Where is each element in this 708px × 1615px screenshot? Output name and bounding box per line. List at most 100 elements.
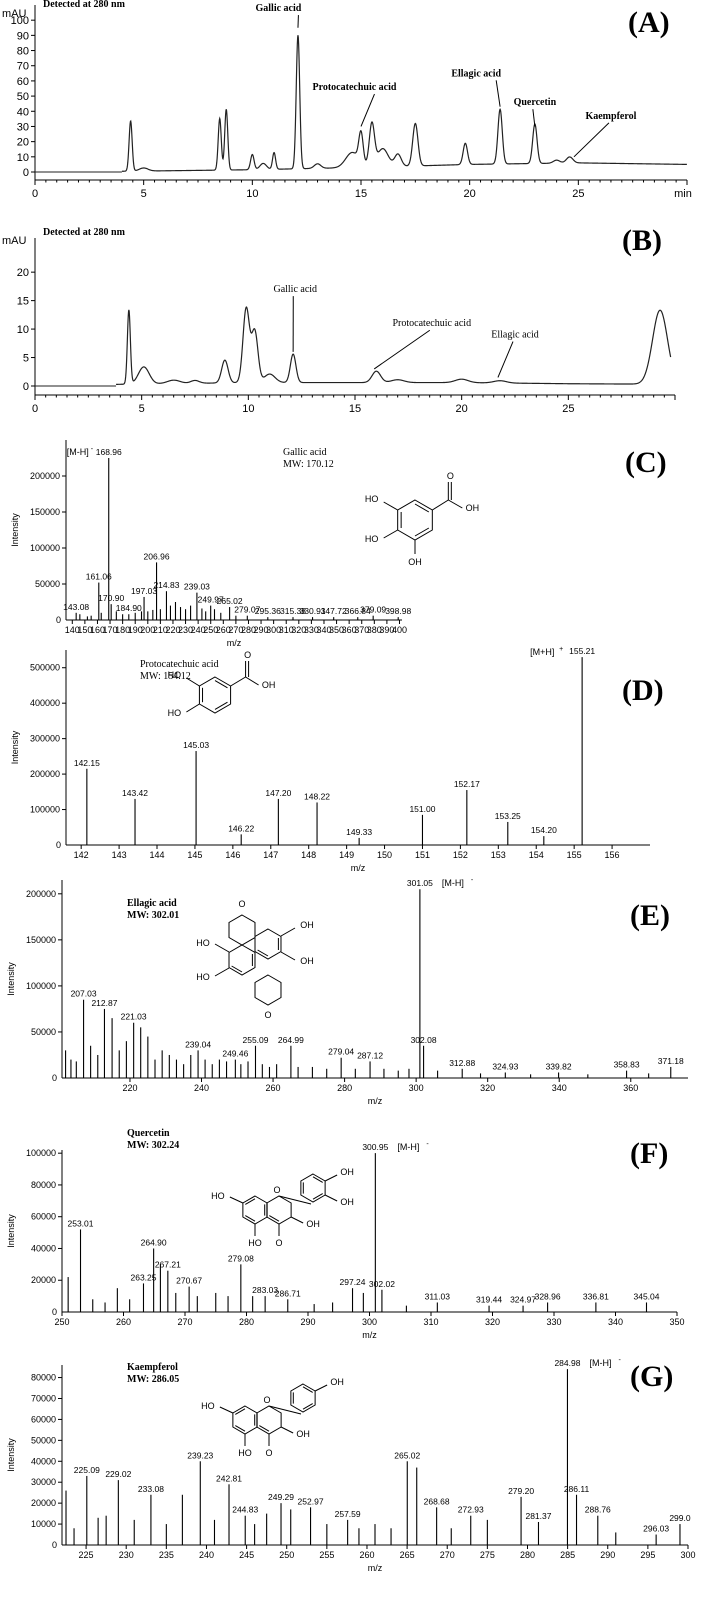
x-tick-label: 390	[379, 625, 394, 635]
atom-label: HO	[168, 670, 182, 680]
x-tick-label: 210	[153, 625, 168, 635]
x-tick-label: 151	[415, 850, 430, 860]
y-tick-label: 50000	[31, 1435, 56, 1445]
x-tick-label: 25	[562, 403, 574, 415]
x-tick-label: 290	[254, 625, 269, 635]
x-tick-label: 320	[485, 1317, 500, 1327]
peak-label: 145.03	[183, 740, 209, 750]
ring-bond	[266, 1195, 292, 1225]
peak-label: 263.25	[130, 1272, 156, 1282]
bond	[383, 501, 398, 511]
x-tick-label: 225	[79, 1550, 94, 1560]
x-label: m/z	[227, 638, 242, 648]
y-tick-label: 100000	[30, 543, 60, 553]
bond	[432, 499, 449, 511]
peak-label: 330.91	[300, 606, 326, 616]
peak-label: 328.96	[535, 1291, 561, 1301]
y-tick-label: 200000	[26, 889, 56, 899]
peak-label: 324.97	[510, 1295, 536, 1305]
x-tick-label: 290	[600, 1550, 615, 1560]
y-tick-label: 150000	[26, 935, 56, 945]
peak-label: 239.23	[187, 1450, 213, 1460]
peak-label: 148.22	[304, 791, 330, 801]
y-tick-label: 60000	[31, 1212, 56, 1222]
y-tick-label: 0	[56, 615, 61, 625]
y-tick-label: 100000	[30, 805, 60, 815]
y-tick-label: 5	[23, 353, 29, 365]
peak-label: 265.02	[394, 1450, 420, 1460]
peak-label: 151.00	[409, 804, 435, 814]
ion-label: [M-H]	[397, 1142, 419, 1152]
y-tick-label: 15	[17, 296, 29, 308]
x-tick-label: 270	[440, 1550, 455, 1560]
y-tick-label: 20000	[31, 1275, 56, 1285]
atom-label: HO	[201, 1401, 215, 1411]
bond	[280, 951, 296, 961]
y-tick-label: 0	[52, 1540, 57, 1550]
peak-label: 255.09	[242, 1035, 268, 1045]
peak-label: 300.95	[362, 1142, 388, 1152]
ring-bond	[254, 974, 282, 1006]
x-tick-label: 360	[342, 625, 357, 635]
double-bond	[231, 965, 243, 973]
y-label: Intensity	[6, 962, 16, 996]
peak-label: 279.07	[234, 605, 260, 615]
compound-name: Gallic acid	[283, 447, 327, 458]
peak-label: 239.03	[184, 582, 210, 592]
atom-label: OH	[340, 1167, 354, 1177]
peak-label: 221.03	[121, 1012, 147, 1022]
peak-label: 249.46	[222, 1049, 248, 1059]
x-tick-label: 280	[241, 625, 256, 635]
peak-label: 268.68	[424, 1496, 450, 1506]
peak-label: 270.67	[176, 1276, 202, 1286]
double-bond	[214, 680, 228, 689]
x-tick-label: 350	[669, 1317, 684, 1327]
compound-name: Kaempferol	[127, 1362, 178, 1373]
ion-label: [M-H]	[442, 878, 464, 888]
peak-label: 299.0	[669, 1513, 691, 1523]
double-bond	[245, 1215, 256, 1222]
x-tick-label: 220	[165, 625, 180, 635]
protocatechuic-acid-structure: O OH HO HO	[168, 650, 276, 718]
atom-label: OH	[262, 680, 276, 690]
ring-bond	[242, 1195, 268, 1225]
peak-label: 265.02	[217, 596, 243, 606]
double-bond	[235, 1408, 246, 1415]
x-tick-label: 143	[112, 850, 127, 860]
double-bond	[414, 503, 430, 513]
double-bond	[214, 701, 228, 710]
peak-label: Gallic acid	[255, 3, 301, 14]
panel-label: (D)	[622, 674, 664, 707]
y-tick-label: 20	[17, 267, 29, 279]
y-tick-label: 10	[17, 152, 29, 164]
bond	[314, 1384, 328, 1392]
peak-label: 336.81	[583, 1291, 609, 1301]
bond	[230, 676, 246, 687]
y-tick-label: 0	[23, 167, 29, 179]
peak-label: 264.90	[141, 1237, 167, 1247]
peak-label: 146.22	[228, 823, 254, 833]
peak-label: Ellagic acid	[451, 68, 501, 79]
ring-bond	[228, 914, 256, 946]
atom-label: OH	[300, 956, 314, 966]
atom-label: OH	[408, 557, 422, 567]
annotation-arrow	[573, 122, 610, 158]
detection-text: Detected at 280 nm	[43, 0, 126, 10]
x-tick-label: 250	[279, 1550, 294, 1560]
y-tick-label: 500000	[30, 663, 60, 673]
y-tick-label: 70	[17, 61, 29, 73]
x-tick-label: 190	[128, 625, 143, 635]
y-label: mAU	[2, 235, 27, 247]
double-bond	[312, 1176, 323, 1183]
compound-name: Protocatechuic acid	[140, 659, 219, 670]
y-tick-label: 90	[17, 30, 29, 42]
trace-line	[121, 35, 687, 172]
peak-label: 366.84	[345, 606, 371, 616]
y-label: Intensity	[6, 1438, 16, 1472]
bond	[290, 1216, 304, 1224]
peak-label: 302.08	[411, 1035, 437, 1045]
peak-label: 295.36	[255, 606, 281, 616]
x-tick-label: 142	[74, 850, 89, 860]
x-tick-label: 152	[453, 850, 468, 860]
kaempferol-structure: O O OH HO HO OH	[201, 1377, 344, 1458]
